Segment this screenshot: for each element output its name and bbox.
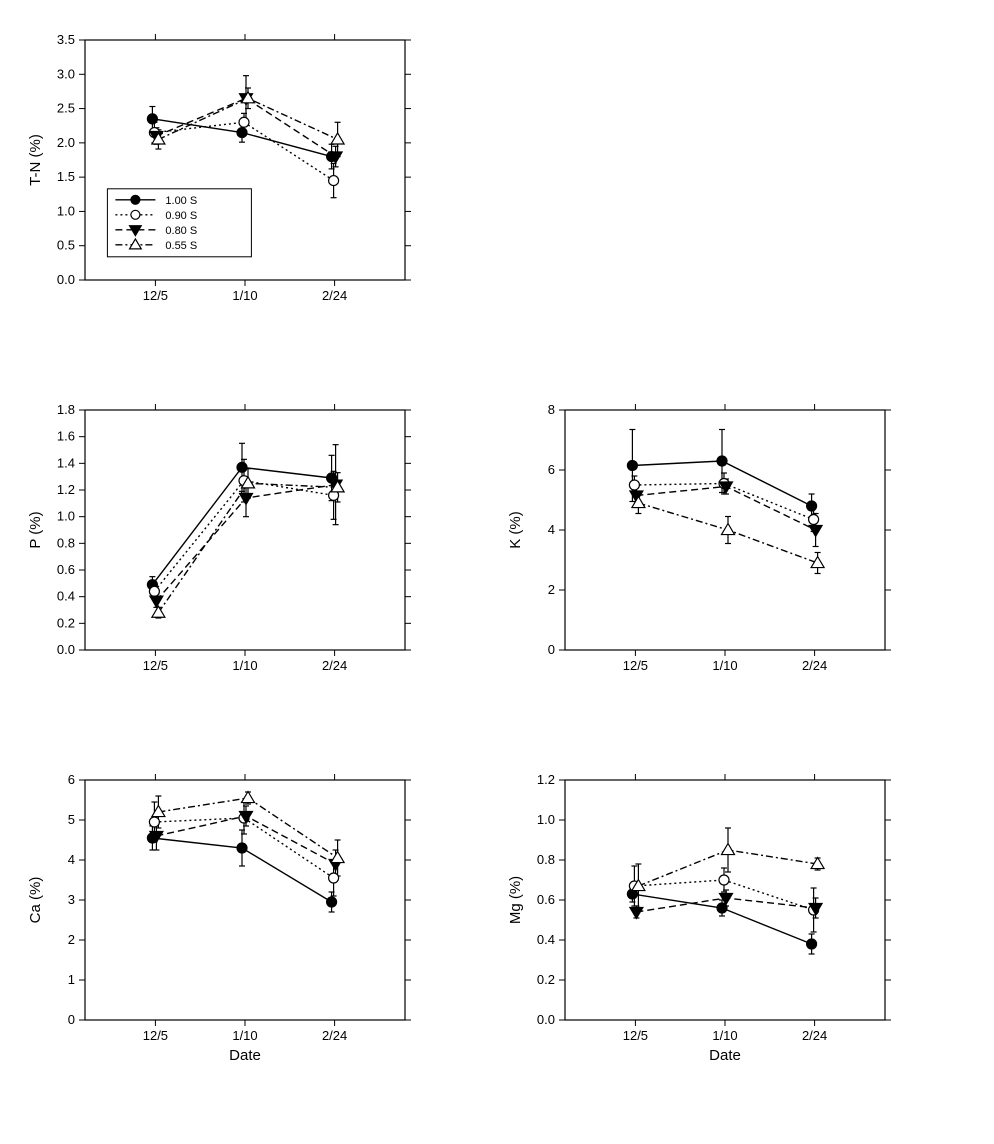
y-tick-label: 6 — [68, 772, 75, 787]
x-axis-label: Date — [709, 1047, 741, 1064]
y-tick-label: 0.2 — [537, 972, 555, 987]
y-tick-label: 1.0 — [537, 812, 555, 827]
y-tick-label: 0.4 — [57, 589, 75, 604]
y-tick-label: 0.0 — [57, 642, 75, 657]
chart-grid: 0.0 0.5 1.0 1.5 2.0 2.5 3.0 3.5 12/5 1/10 2/24 T-N … — [0, 0, 994, 1144]
x-tick-label: 2/24 — [802, 658, 827, 673]
panel-mg: 0.0 0.2 0.4 0.6 0.8 1.0 1.2 12/5 1/10 2/24 Mg (%) D… — [495, 765, 900, 1070]
x-tick-label: 12/5 — [143, 288, 168, 303]
y-axis-label: Mg (%) — [507, 876, 524, 924]
y-tick-label: 0.6 — [57, 562, 75, 577]
legend-label: 0.90 S — [165, 210, 197, 222]
y-tick-label: 1.2 — [57, 482, 75, 497]
series-line-s055 — [158, 798, 337, 858]
y-tick-label: 0.5 — [57, 238, 75, 253]
x-tick-label: 2/24 — [322, 288, 347, 303]
y-tick-label: 6 — [548, 462, 555, 477]
x-tick-label: 2/24 — [322, 1028, 347, 1043]
x-tick-label: 12/5 — [143, 658, 168, 673]
y-tick-label: 0.4 — [537, 932, 555, 947]
panel-k: 0 2 4 6 8 12/5 1/10 2/24 K (%) — [495, 395, 900, 700]
y-tick-label: 1.4 — [57, 455, 75, 470]
legend: 1.00 S 0.90 S 0.80 S 0.55 S — [107, 189, 251, 257]
x-tick-label: 1/10 — [232, 1028, 257, 1043]
x-tick-label: 2/24 — [322, 658, 347, 673]
y-tick-label: 3 — [68, 892, 75, 907]
x-tick-label: 1/10 — [712, 658, 737, 673]
x-tick-label: 12/5 — [143, 1028, 168, 1043]
legend-label: 1.00 S — [165, 195, 197, 207]
y-tick-label: 0.2 — [57, 615, 75, 630]
y-tick-label: 0.8 — [57, 535, 75, 550]
series-line-s055 — [158, 483, 337, 612]
x-axis-label: Date — [229, 1047, 261, 1064]
y-tick-label: 0.8 — [537, 852, 555, 867]
y-tick-label: 3.0 — [57, 66, 75, 81]
y-tick-label: 1.2 — [537, 772, 555, 787]
y-tick-label: 0 — [548, 642, 555, 657]
y-tick-label: 5 — [68, 812, 75, 827]
x-tick-label: 1/10 — [712, 1028, 737, 1043]
y-tick-label: 1 — [68, 972, 75, 987]
y-axis-label: K (%) — [507, 511, 524, 549]
y-tick-label: 2 — [68, 932, 75, 947]
x-tick-label: 12/5 — [623, 1028, 648, 1043]
y-tick-label: 1.0 — [57, 203, 75, 218]
panel-p: 0.0 0.2 0.4 0.6 0.8 1.0 1.2 1.4 1.6 1.8 12/5 1/10 2/… — [15, 395, 420, 700]
y-tick-label: 2.5 — [57, 101, 75, 116]
y-tick-label: 1.8 — [57, 402, 75, 417]
y-tick-label: 8 — [548, 402, 555, 417]
legend-label: 0.55 S — [165, 240, 197, 252]
y-tick-label: 2.0 — [57, 135, 75, 150]
y-axis-label: Ca (%) — [27, 877, 44, 924]
y-tick-label: 0.0 — [57, 272, 75, 287]
legend-label: 0.80 S — [165, 225, 197, 237]
y-tick-label: 2 — [548, 582, 555, 597]
y-tick-label: 3.5 — [57, 32, 75, 47]
y-tick-label: 1.5 — [57, 169, 75, 184]
y-tick-label: 4 — [548, 522, 555, 537]
y-tick-label: 0 — [68, 1012, 75, 1027]
y-tick-label: 1.0 — [57, 509, 75, 524]
y-axis-label: P (%) — [27, 511, 44, 548]
y-tick-label: 0.6 — [537, 892, 555, 907]
x-tick-label: 12/5 — [623, 658, 648, 673]
x-tick-label: 1/10 — [232, 288, 257, 303]
panel-ca: 0 1 2 3 4 5 6 12/5 1/10 2/24 Ca (%) Date — [15, 765, 420, 1070]
y-axis-label: T-N (%) — [27, 134, 44, 186]
y-tick-label: 0.0 — [537, 1012, 555, 1027]
y-tick-label: 4 — [68, 852, 75, 867]
x-tick-label: 2/24 — [802, 1028, 827, 1043]
x-tick-label: 1/10 — [232, 658, 257, 673]
y-tick-label: 1.6 — [57, 429, 75, 444]
panel-tn: 0.0 0.5 1.0 1.5 2.0 2.5 3.0 3.5 12/5 1/10 2/24 T-N … — [15, 25, 420, 330]
